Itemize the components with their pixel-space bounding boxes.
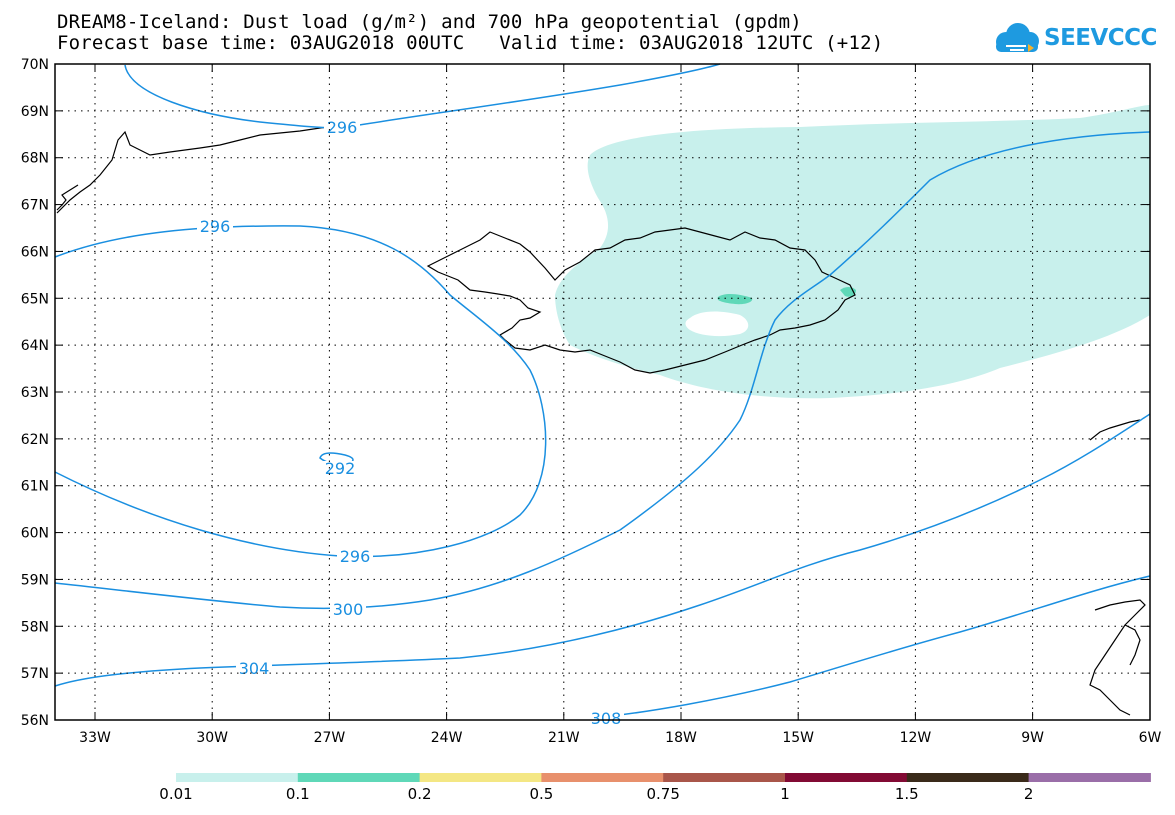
lon-label: 27W (314, 730, 346, 746)
lat-label: 68N (21, 151, 49, 167)
legend-label: 1 (780, 785, 790, 803)
lat-label: 60N (21, 526, 49, 542)
lat-label: 63N (21, 385, 49, 401)
lon-label: 6W (1139, 730, 1162, 746)
legend-swatch (419, 773, 542, 782)
legend-colorbar (176, 773, 1151, 782)
lon-label: 24W (431, 730, 463, 746)
lat-label: 57N (21, 666, 49, 682)
contour-label: 304 (239, 659, 270, 678)
lon-label: 18W (665, 730, 697, 746)
lat-label: 64N (21, 338, 49, 354)
coastlines (56, 125, 1146, 716)
legend-label: 0.5 (529, 785, 554, 803)
contour-label: 296 (327, 118, 358, 137)
legend-swatch (663, 773, 786, 782)
contour-label: 296 (200, 217, 231, 236)
lon-label: 12W (900, 730, 932, 746)
grid (55, 64, 1150, 720)
legend-swatch (297, 773, 421, 782)
legend-label: 0.1 (285, 785, 310, 803)
contour-label: 308 (591, 709, 622, 728)
legend-label: 1.5 (894, 785, 919, 803)
legend-swatch (785, 773, 908, 782)
map-subtitle: Forecast base time: 03AUG2018 00UTC Vali… (57, 32, 884, 54)
lat-label: 59N (21, 572, 49, 588)
lat-label: 70N (21, 57, 49, 73)
legend-label: 2 (1023, 785, 1034, 803)
lat-label: 65N (21, 291, 49, 307)
legend-label: 0.75 (646, 785, 680, 803)
lat-label: 67N (21, 198, 49, 214)
legend-label: 0.2 (407, 785, 432, 803)
legend-swatch (176, 773, 299, 782)
legend-swatch (541, 773, 664, 782)
map-title: DREAM8-Iceland: Dust load (g/m²) and 700… (57, 11, 802, 33)
cloud-icon (996, 23, 1039, 52)
lon-label: 21W (548, 730, 580, 746)
contour-label: 292 (325, 459, 356, 478)
legend-label: 0.01 (159, 785, 193, 803)
geopotential-contours (54, 63, 1151, 719)
lon-label: 15W (782, 730, 814, 746)
lon-label: 33W (79, 730, 111, 746)
lon-label: 9W (1021, 730, 1044, 746)
logo-text: SEEVCCC (1044, 25, 1157, 51)
lat-label: 62N (21, 432, 49, 448)
lat-label: 56N (21, 713, 49, 729)
lat-label: 66N (21, 244, 49, 260)
legend-swatch (906, 773, 1030, 782)
dust-area (555, 105, 1150, 399)
lon-label: 30W (196, 730, 228, 746)
contour-label: 300 (333, 600, 364, 619)
contour-label: 296 (340, 547, 371, 566)
lat-label: 69N (21, 104, 49, 120)
lat-label: 58N (21, 619, 49, 635)
lat-label: 61N (21, 479, 49, 495)
legend-swatch (1028, 773, 1151, 782)
